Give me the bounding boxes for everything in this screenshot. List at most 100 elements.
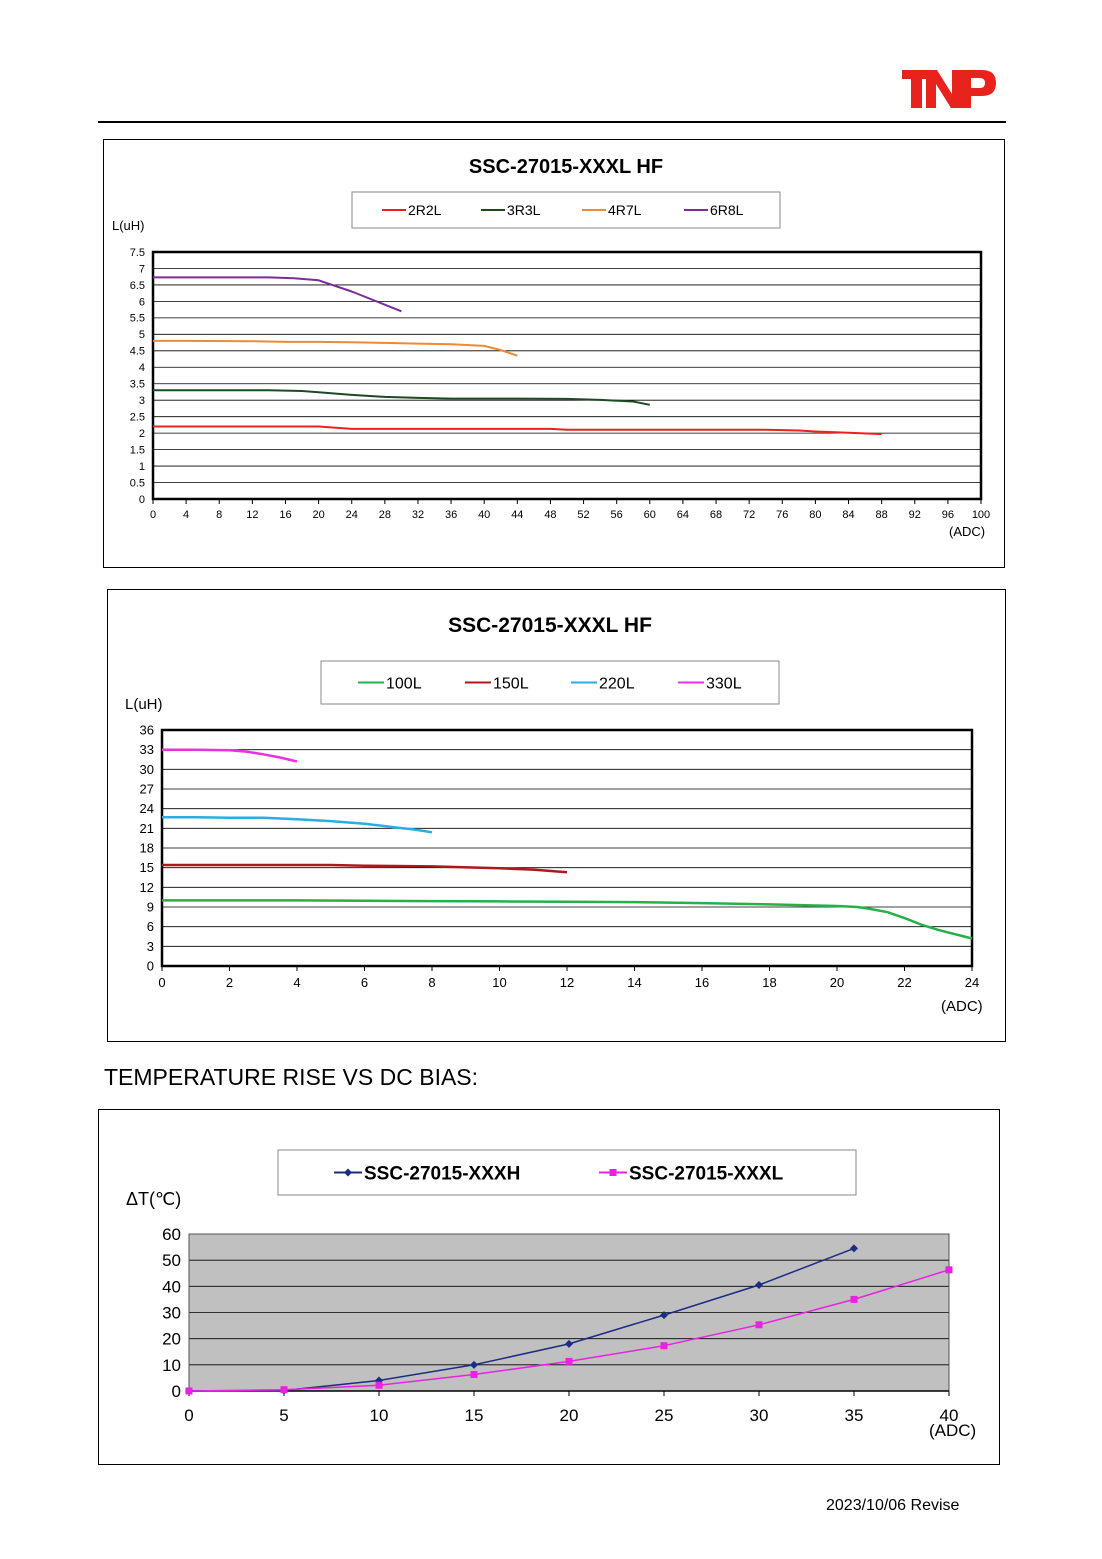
brand-logo bbox=[900, 66, 1000, 114]
y-tick-label: 9 bbox=[147, 900, 154, 915]
legend-marker-SSC-27015-XXXH bbox=[344, 1168, 352, 1177]
data-point-SSC-27015-XXXH bbox=[755, 1281, 763, 1290]
series-line-330L bbox=[162, 748, 298, 763]
x-tick-label: 92 bbox=[909, 509, 921, 521]
x-tick-label: 36 bbox=[445, 509, 457, 521]
x-tick-label: 22 bbox=[897, 975, 911, 990]
legend-label-3R3L: 3R3L bbox=[507, 202, 541, 218]
x-tick-label: 12 bbox=[246, 509, 258, 521]
y-tick-label: 3 bbox=[139, 395, 145, 407]
y-tick-label: 2.5 bbox=[130, 412, 145, 424]
data-point-SSC-27015-XXXL bbox=[755, 1321, 763, 1329]
tnp-logo-icon bbox=[902, 70, 996, 108]
y-tick-label: 6 bbox=[139, 296, 145, 308]
chart-temperature-rise: SSC-27015-XXXH SSC-27015-XXXL 0 10 20 30 40 50 6… bbox=[98, 1109, 1000, 1465]
y-tick-label: 1.5 bbox=[130, 444, 145, 456]
x-tick-label: 20 bbox=[312, 509, 324, 521]
x-tick-label: 40 bbox=[940, 1406, 959, 1425]
data-point-SSC-27015-XXXH bbox=[660, 1311, 668, 1320]
legend-label-2R2L: 2R2L bbox=[408, 202, 442, 218]
y-tick-label: 21 bbox=[140, 821, 154, 836]
y-tick-label: 36 bbox=[140, 723, 154, 738]
y-tick-label: 5.5 bbox=[130, 313, 145, 325]
y-tick-label: 0 bbox=[139, 494, 145, 506]
y-tick-label: 6 bbox=[147, 919, 154, 934]
x-tick-label: 16 bbox=[279, 509, 291, 521]
y-tick-label: 20 bbox=[162, 1330, 181, 1349]
chart-inductance-high: SSC-27015-XXXL HF 100L 150L 220L 330L 0 3 6 9 12 1… bbox=[107, 589, 1006, 1042]
x-tick-label: 28 bbox=[379, 509, 391, 521]
x-tick-label: 80 bbox=[809, 509, 821, 521]
plot-frame bbox=[151, 250, 983, 501]
legend-label-100L: 100L bbox=[386, 675, 422, 692]
x-tick-label: 4 bbox=[183, 509, 189, 521]
data-point-SSC-27015-XXXL bbox=[850, 1295, 858, 1303]
x-tick-label: 8 bbox=[428, 975, 435, 990]
y-tick-label: 4.5 bbox=[130, 346, 145, 358]
x-tick-label: 0 bbox=[150, 509, 156, 521]
series-line-100L bbox=[162, 899, 973, 940]
x-tick-label: 12 bbox=[560, 975, 574, 990]
y-axis-label: L(uH) bbox=[112, 218, 145, 233]
x-tick-label: 60 bbox=[644, 509, 656, 521]
y-tick-label: 10 bbox=[162, 1356, 181, 1375]
x-tick-label: 44 bbox=[511, 509, 523, 521]
x-tick-label: 88 bbox=[876, 509, 888, 521]
y-tick-label: 0 bbox=[147, 959, 154, 974]
data-point-SSC-27015-XXXL bbox=[185, 1387, 193, 1395]
x-tick-label: 76 bbox=[776, 509, 788, 521]
data-point-SSC-27015-XXXL bbox=[945, 1266, 953, 1274]
series-line-3R3L bbox=[153, 389, 650, 406]
revision-footer: 2023/10/06 Revise bbox=[826, 1497, 960, 1514]
y-tick-label: 50 bbox=[162, 1251, 181, 1270]
x-tick-label: 32 bbox=[412, 509, 424, 521]
y-tick-label: 27 bbox=[140, 782, 154, 797]
y-tick-label: 0 bbox=[172, 1382, 181, 1401]
legend-label-SSC-27015-XXXH: SSC-27015-XXXH bbox=[364, 1163, 520, 1184]
chart-title: SSC-27015-XXXL HF bbox=[469, 156, 663, 178]
y-tick-label: 6.5 bbox=[130, 280, 145, 292]
y-tick-label: 12 bbox=[140, 880, 154, 895]
x-tick-label: 18 bbox=[762, 975, 776, 990]
data-point-SSC-27015-XXXL bbox=[565, 1357, 573, 1365]
y-tick-label: 18 bbox=[140, 841, 154, 856]
x-tick-label: 68 bbox=[710, 509, 722, 521]
y-axis-label: L(uH) bbox=[125, 696, 163, 713]
x-tick-label: 30 bbox=[750, 1406, 769, 1425]
x-tick-label: 15 bbox=[465, 1406, 484, 1425]
series-line-4R7L bbox=[153, 339, 518, 357]
x-tick-label: 4 bbox=[293, 975, 300, 990]
y-tick-label: 7 bbox=[139, 263, 145, 275]
x-tick-label: 14 bbox=[627, 975, 641, 990]
chart-0-svg: SSC-27015-XXXL HF 2R2L 3R3L 4R7L 6R8L 0 0.5 1 1.… bbox=[112, 156, 990, 539]
x-tick-label: 16 bbox=[695, 975, 709, 990]
chart-2-svg: SSC-27015-XXXH SSC-27015-XXXL010203040506… bbox=[126, 1149, 976, 1440]
data-point-SSC-27015-XXXL bbox=[660, 1342, 668, 1350]
y-tick-label: 4 bbox=[139, 362, 145, 374]
legend-label-6R8L: 6R8L bbox=[710, 202, 744, 218]
y-tick-label: 30 bbox=[162, 1303, 181, 1322]
legend-label-330L: 330L bbox=[706, 675, 742, 692]
series-line-150L bbox=[162, 863, 568, 874]
data-point-SSC-27015-XXXL bbox=[470, 1371, 478, 1379]
x-axis-label: (ADC) bbox=[929, 1421, 976, 1440]
x-tick-label: 24 bbox=[346, 509, 358, 521]
y-tick-label: 30 bbox=[140, 762, 154, 777]
legend-box bbox=[277, 1149, 857, 1196]
x-tick-label: 8 bbox=[216, 509, 222, 521]
y-tick-label: 3 bbox=[147, 939, 154, 954]
y-axis-label: ΔT(℃) bbox=[126, 1189, 181, 1209]
y-tick-label: 15 bbox=[140, 860, 154, 875]
x-tick-label: 2 bbox=[226, 975, 233, 990]
y-tick-label: 2 bbox=[139, 428, 145, 440]
x-tick-label: 100 bbox=[972, 509, 990, 521]
series-line-2R2L bbox=[153, 425, 882, 436]
legend-marker-SSC-27015-XXXL bbox=[609, 1169, 617, 1176]
y-tick-label: 0.5 bbox=[130, 477, 145, 489]
legend-label-4R7L: 4R7L bbox=[608, 202, 642, 218]
x-tick-label: 52 bbox=[577, 509, 589, 521]
y-tick-label: 60 bbox=[162, 1225, 181, 1244]
x-axis-label: (ADC) bbox=[949, 524, 985, 539]
x-tick-label: 24 bbox=[965, 975, 979, 990]
y-tick-label: 5 bbox=[139, 329, 145, 341]
